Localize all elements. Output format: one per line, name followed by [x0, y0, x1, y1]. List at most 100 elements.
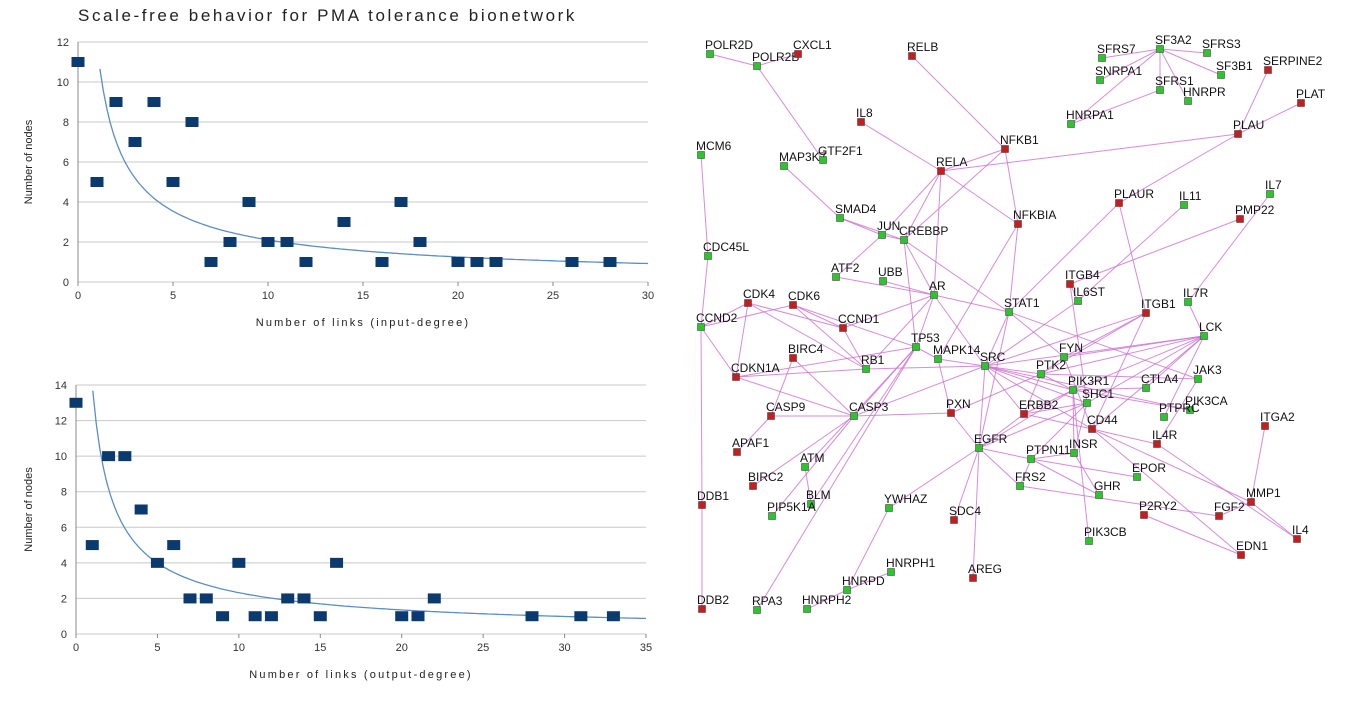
- network-edge: [752, 415, 855, 487]
- network-node-label: RELA: [936, 155, 967, 169]
- input-degree-data-point: [204, 257, 218, 267]
- network-node-marker: [981, 362, 989, 370]
- network-edge: [1156, 378, 1199, 445]
- network-edge: [978, 311, 1010, 449]
- network-edge: [933, 170, 942, 296]
- network-node-marker: [1095, 491, 1103, 499]
- network-node-marker: [794, 50, 802, 58]
- network-node-label: SF3B1: [1216, 59, 1253, 73]
- network-node-marker: [1069, 386, 1077, 394]
- network-node-erbb2: ERBB2: [1019, 398, 1059, 418]
- network-node-marker: [1098, 54, 1106, 62]
- input-degree-x-tick-label: 30: [642, 290, 654, 302]
- network-node-label: IL7R: [1183, 286, 1209, 300]
- network-edge: [903, 170, 942, 241]
- network-edge: [700, 326, 703, 506]
- output-degree-x-tick-label: 10: [233, 642, 245, 654]
- network-node-marker: [934, 355, 942, 363]
- network-edge: [1187, 193, 1271, 303]
- network-node-fgf2: FGF2: [1214, 500, 1245, 520]
- network-edge: [978, 447, 1032, 460]
- network-node-label: EDN1: [1236, 539, 1268, 553]
- network-node-lck: LCK: [1199, 320, 1222, 340]
- network-node-marker: [767, 412, 775, 420]
- network-node-label: HNRPD: [842, 574, 885, 588]
- network-node-label: CASP3: [849, 400, 889, 414]
- input-degree-data-point: [375, 257, 389, 267]
- input-degree-data-point: [280, 237, 294, 247]
- network-edge: [865, 365, 986, 370]
- network-node-label: GTF2F1: [818, 144, 863, 158]
- network-node-pik3cb: PIK3CB: [1084, 525, 1127, 545]
- network-node-label: HNRPR: [1183, 85, 1226, 99]
- network-node-marker: [1217, 71, 1225, 79]
- output-degree-data-point: [216, 611, 230, 622]
- network-node-label: FYN: [1059, 341, 1083, 355]
- network-edge: [1030, 458, 1138, 478]
- network-node-label: MAP3K7: [779, 150, 827, 164]
- network-node-marker: [1261, 422, 1269, 430]
- input-degree-x-tick-label: 20: [452, 290, 464, 302]
- network-node-marker: [1016, 482, 1024, 490]
- network-node-label: GHR: [1094, 479, 1121, 493]
- network-node-label: CXCL1: [793, 38, 832, 52]
- network-edge: [950, 412, 980, 449]
- output-degree-y-tick-label: 6: [61, 522, 67, 534]
- network-node-cdk6: CDK6: [788, 289, 820, 309]
- input-degree-y-tick-label: 0: [63, 277, 69, 289]
- network-edge: [1023, 373, 1042, 415]
- network-node-marker: [1070, 449, 1078, 457]
- network-node-label: POLR2B: [752, 50, 799, 64]
- network-node-label: CCND2: [696, 311, 738, 325]
- network-edge: [756, 346, 917, 611]
- network-node-label: CDKN1A: [731, 361, 780, 375]
- input-degree-x-tick-label: 25: [547, 290, 559, 302]
- network-edge: [933, 294, 986, 367]
- network-node-marker: [697, 323, 705, 331]
- network-node-crebbp: CREBBP: [899, 224, 948, 244]
- network-node-label: ATM: [800, 451, 824, 465]
- network-node-label: TP53: [911, 331, 940, 345]
- network-node-epor: EPOR: [1132, 461, 1166, 481]
- network-node-marker: [1001, 145, 1009, 153]
- network-edge: [984, 335, 1205, 367]
- network-node-marker: [1184, 97, 1192, 105]
- network-edge: [937, 358, 986, 367]
- network-node-label: PTPRC: [1159, 401, 1200, 415]
- network-node-label: HNRPA1: [1066, 108, 1114, 122]
- input-degree-data-point: [299, 257, 313, 267]
- network-edge: [747, 302, 867, 370]
- network-edge: [903, 148, 1006, 241]
- network-node-label: ITGB4: [1065, 268, 1100, 282]
- network-node-marker: [900, 236, 908, 244]
- network-edge: [1069, 218, 1241, 285]
- network-edge: [700, 255, 709, 328]
- network-edge: [984, 365, 1074, 391]
- network-edge: [771, 415, 855, 517]
- network-node-label: SFRS1: [1155, 74, 1194, 88]
- network-node-sfrs3: SFRS3: [1202, 37, 1241, 57]
- network-node-sfrs7: SFRS7: [1097, 42, 1136, 62]
- network-edge: [735, 376, 855, 417]
- network-edge: [972, 447, 980, 579]
- network-node-label: CDC45L: [703, 240, 749, 254]
- network-node-label: CREBBP: [899, 224, 948, 238]
- network-node-marker: [1060, 353, 1068, 361]
- network-node-shc1: SHC1: [1082, 387, 1114, 407]
- network-edge: [1159, 48, 1208, 54]
- network-edge: [1023, 413, 1093, 430]
- network-node-label: LCK: [1199, 320, 1222, 334]
- network-node-marker: [1037, 370, 1045, 378]
- network-node-rela: RELA: [936, 155, 967, 175]
- input-degree-data-point: [90, 177, 104, 187]
- output-degree-data-point: [313, 611, 327, 622]
- output-degree-data-point: [248, 611, 262, 622]
- network-edge: [1091, 312, 1147, 430]
- network-node-il4r: IL4R: [1152, 428, 1178, 448]
- network-edge: [940, 170, 1019, 225]
- output-degree-fit-curve: [92, 390, 646, 620]
- network-edge: [1030, 458, 1100, 496]
- network-node-blm: BLM: [806, 488, 831, 508]
- network-node-marker: [1156, 45, 1164, 53]
- network-edge: [846, 507, 890, 591]
